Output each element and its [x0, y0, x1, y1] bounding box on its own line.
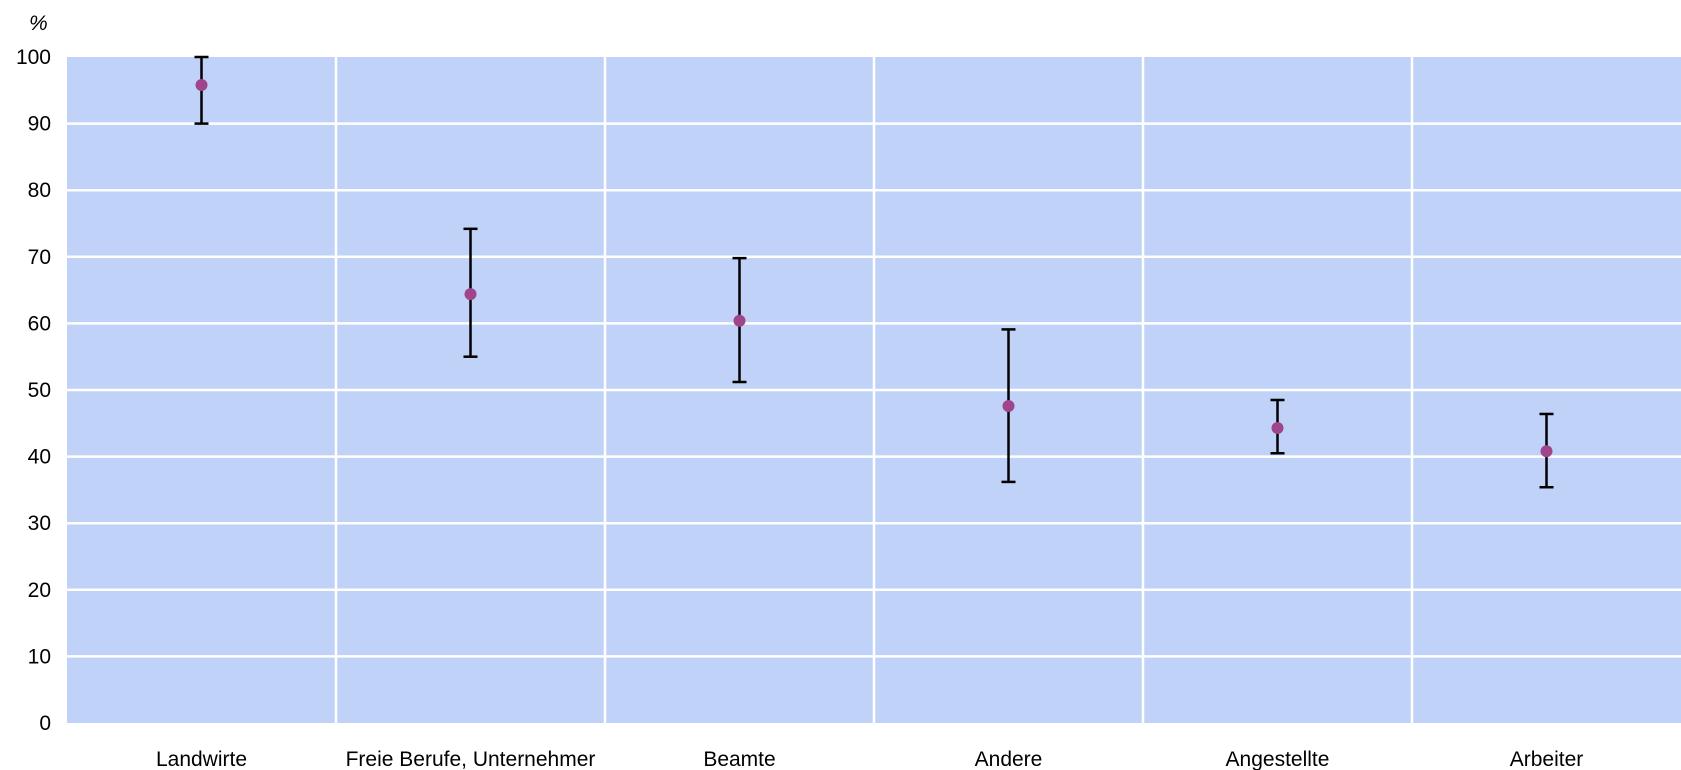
y-tick-label: 70: [28, 246, 51, 269]
data-point: [733, 314, 746, 327]
y-tick-label: 100: [16, 46, 51, 69]
data-point: [464, 288, 477, 301]
y-tick-label: 90: [28, 113, 51, 136]
y-tick-label: 0: [39, 712, 51, 735]
data-point: [1002, 399, 1015, 412]
x-category-label: Arbeiter: [1510, 748, 1584, 770]
data-point: [195, 78, 208, 91]
x-category-label: Angestellte: [1226, 748, 1330, 770]
x-category-label: Freie Berufe, Unternehmer: [346, 748, 596, 770]
y-tick-label: 40: [28, 446, 51, 469]
vertical-gridlines: [334, 57, 1414, 723]
y-tick-label: 10: [28, 645, 51, 668]
x-category-label: Andere: [975, 748, 1043, 770]
data-point: [1271, 421, 1284, 434]
x-category-label: Beamte: [703, 748, 775, 770]
data-point: [1540, 445, 1553, 458]
y-axis-unit-label: %: [29, 12, 48, 35]
y-tick-label: 60: [28, 312, 51, 335]
x-axis-category-labels: Landwirte Freie Berufe, Unternehmer Beamte…: [156, 748, 1583, 770]
y-tick-label: 50: [28, 379, 51, 402]
y-tick-label: 80: [28, 179, 51, 202]
x-category-label: Landwirte: [156, 748, 247, 770]
y-tick-label: 20: [28, 579, 51, 602]
y-tick-label: 30: [28, 512, 51, 535]
data-points: [195, 78, 1553, 458]
y-axis-tick-labels: 0 10 20 30 40 50 60 70 80 90 100: [16, 46, 51, 735]
